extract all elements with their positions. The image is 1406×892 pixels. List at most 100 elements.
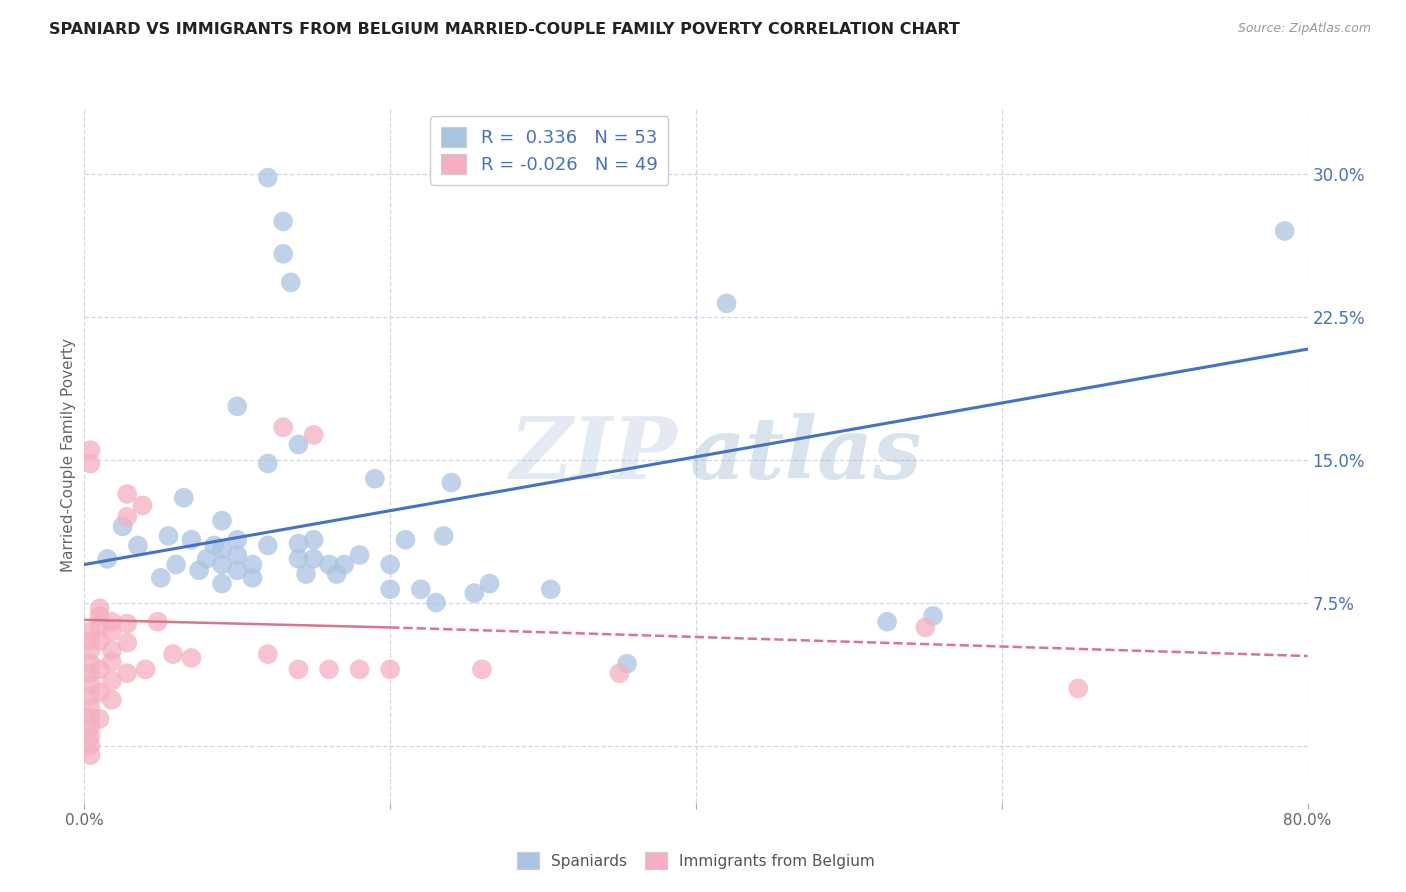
Point <box>716 296 738 310</box>
Point <box>478 576 501 591</box>
Point <box>115 616 138 631</box>
Point <box>280 276 302 290</box>
Point <box>1274 224 1296 238</box>
Point <box>101 655 124 669</box>
Point <box>433 529 456 543</box>
Point <box>226 548 249 562</box>
Text: SPANIARD VS IMMIGRANTS FROM BELGIUM MARRIED-COUPLE FAMILY POVERTY CORRELATION CH: SPANIARD VS IMMIGRANTS FROM BELGIUM MARR… <box>49 22 960 37</box>
Point <box>195 551 218 566</box>
Point <box>101 643 124 657</box>
Point <box>295 567 318 582</box>
Point <box>79 643 101 657</box>
Point <box>211 576 233 591</box>
Point <box>79 457 101 471</box>
Point <box>79 739 101 753</box>
Point <box>242 571 264 585</box>
Point <box>79 633 101 648</box>
Point <box>394 533 416 547</box>
Point <box>89 685 111 699</box>
Point <box>380 558 402 572</box>
Point <box>333 558 356 572</box>
Point <box>115 666 138 681</box>
Point <box>914 620 936 634</box>
Point <box>922 609 945 624</box>
Point <box>302 533 325 547</box>
Point <box>162 647 184 661</box>
Point <box>180 533 202 547</box>
Point <box>1067 681 1090 696</box>
Point <box>89 662 111 676</box>
Point <box>89 633 111 648</box>
Point <box>101 693 124 707</box>
Point <box>257 457 280 471</box>
Point <box>425 596 447 610</box>
Point <box>79 729 101 743</box>
Point <box>115 509 138 524</box>
Point <box>115 487 138 501</box>
Point <box>79 748 101 763</box>
Point <box>876 615 898 629</box>
Point <box>211 558 233 572</box>
Point <box>349 662 371 676</box>
Point <box>325 567 347 582</box>
Point <box>380 582 402 597</box>
Point <box>79 689 101 703</box>
Point <box>226 400 249 414</box>
Point <box>364 472 387 486</box>
Point <box>79 700 101 714</box>
Y-axis label: Married-Couple Family Poverty: Married-Couple Family Poverty <box>60 338 76 572</box>
Legend: Spaniards, Immigrants from Belgium: Spaniards, Immigrants from Belgium <box>512 847 880 875</box>
Point <box>271 247 294 261</box>
Text: ZIP: ZIP <box>510 413 678 497</box>
Point <box>89 601 111 615</box>
Point <box>131 499 153 513</box>
Point <box>180 651 202 665</box>
Point <box>409 582 432 597</box>
Text: Source: ZipAtlas.com: Source: ZipAtlas.com <box>1237 22 1371 36</box>
Point <box>609 666 631 681</box>
Point <box>157 529 180 543</box>
Point <box>226 563 249 577</box>
Point <box>149 571 172 585</box>
Point <box>101 673 124 688</box>
Point <box>211 542 233 557</box>
Point <box>79 443 101 458</box>
Point <box>380 662 402 676</box>
Point <box>96 551 118 566</box>
Text: atlas: atlas <box>690 413 922 497</box>
Point <box>79 657 101 671</box>
Point <box>127 539 149 553</box>
Point <box>242 558 264 572</box>
Point <box>226 533 249 547</box>
Point <box>318 662 340 676</box>
Point <box>318 558 340 572</box>
Point <box>471 662 494 676</box>
Point <box>287 662 309 676</box>
Point <box>287 536 309 550</box>
Point <box>302 428 325 442</box>
Point <box>101 624 124 639</box>
Point <box>188 563 211 577</box>
Point <box>79 720 101 734</box>
Point <box>115 635 138 649</box>
Point <box>79 666 101 681</box>
Point <box>202 539 225 553</box>
Point <box>287 437 309 451</box>
Point <box>302 551 325 566</box>
Point <box>257 539 280 553</box>
Point <box>79 624 101 639</box>
Point <box>89 609 111 624</box>
Point <box>257 647 280 661</box>
Point <box>616 657 638 671</box>
Point <box>440 475 463 490</box>
Point <box>211 514 233 528</box>
Point <box>257 170 280 185</box>
Point <box>101 615 124 629</box>
Point <box>135 662 157 676</box>
Point <box>173 491 195 505</box>
Point <box>349 548 371 562</box>
Point <box>287 551 309 566</box>
Point <box>271 420 294 434</box>
Point <box>111 519 134 533</box>
Point <box>79 710 101 724</box>
